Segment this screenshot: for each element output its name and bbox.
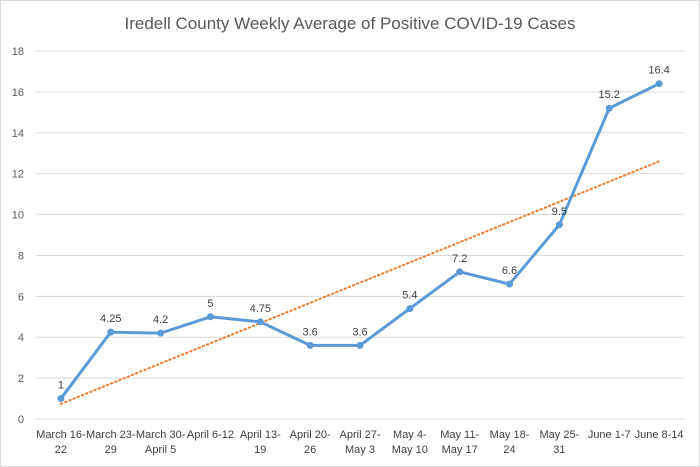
x-category-label: May 18-: [490, 429, 530, 441]
x-category-label: April 27-: [340, 429, 381, 441]
x-category-label: 19: [254, 444, 266, 456]
data-label: 7.2: [452, 253, 467, 265]
x-category-label: May 4-: [393, 429, 427, 441]
data-point: [306, 341, 314, 349]
data-label: 3.6: [303, 326, 318, 338]
x-category-label: June 1-7: [588, 429, 631, 441]
data-point: [157, 329, 165, 337]
data-label: 16.4: [648, 65, 669, 77]
y-tick-label: 0: [18, 414, 24, 426]
data-label: 4.75: [250, 303, 271, 315]
x-category-label: 31: [553, 444, 565, 456]
y-tick-label: 8: [18, 250, 24, 262]
y-axis-ticks: 0 2 4 6 8 10 12 14 16 18: [12, 46, 24, 426]
x-category-label: April 5: [145, 444, 176, 456]
data-label: 4.2: [153, 314, 168, 326]
data-point: [107, 328, 115, 336]
x-category-label: 22: [55, 444, 67, 456]
y-tick-label: 10: [12, 210, 24, 222]
data-label: 4.25: [100, 313, 121, 325]
trendline: [59, 160, 661, 405]
data-label: 6.6: [502, 265, 517, 277]
x-category-label: March 23-: [86, 429, 136, 441]
y-tick-label: 18: [12, 46, 24, 58]
data-point: [605, 104, 613, 112]
data-point: [555, 221, 563, 229]
x-category-label: May 11-: [440, 429, 479, 441]
data-point: [206, 313, 214, 321]
series-group: [57, 80, 663, 403]
data-labels: 14.25 4.25 4.753.6 3.65.47.26.69.515.216.4: [58, 65, 670, 392]
y-tick-label: 4: [18, 332, 24, 344]
data-point: [356, 341, 364, 349]
y-tick-label: 6: [18, 291, 24, 303]
y-tick-label: 2: [18, 373, 24, 385]
x-axis-categories: March 16- 22 March 23- 29 March 30- April 5 Ap…: [36, 429, 683, 456]
data-label: 5: [207, 298, 213, 310]
data-label: 1: [58, 380, 64, 392]
x-category-label: June 8-14: [635, 429, 684, 441]
x-category-label: May 17: [442, 444, 478, 456]
x-category-label: 24: [503, 444, 515, 456]
data-point: [456, 268, 464, 276]
data-point: [406, 305, 414, 313]
data-point: [57, 395, 65, 403]
chart-title: Iredell County Weekly Average of Positiv…: [124, 14, 576, 33]
x-category-label: March 16-: [36, 429, 86, 441]
data-point: [655, 80, 663, 88]
data-label: 5.4: [402, 290, 417, 302]
x-category-label: March 30-: [136, 429, 186, 441]
data-label: 15.2: [599, 89, 620, 101]
x-category-label: May 3: [345, 444, 375, 456]
data-point: [256, 318, 264, 326]
x-category-label: 29: [105, 444, 117, 456]
x-category-label: May 10: [392, 444, 428, 456]
y-tick-label: 12: [12, 169, 24, 181]
data-label: 9.5: [552, 206, 567, 218]
x-category-label: April 13-: [240, 429, 281, 441]
trendline-group: [59, 160, 661, 405]
y-tick-label: 14: [12, 128, 24, 140]
x-category-label: April 20-: [290, 429, 331, 441]
gridlines: [36, 50, 684, 420]
y-tick-label: 16: [12, 87, 24, 99]
x-category-label: May 25-: [540, 429, 580, 441]
x-category-label: April 6-12: [187, 429, 234, 441]
data-point: [506, 280, 514, 288]
data-label: 3.6: [352, 326, 367, 338]
series-line: [59, 82, 660, 400]
x-category-label: 26: [304, 444, 316, 456]
